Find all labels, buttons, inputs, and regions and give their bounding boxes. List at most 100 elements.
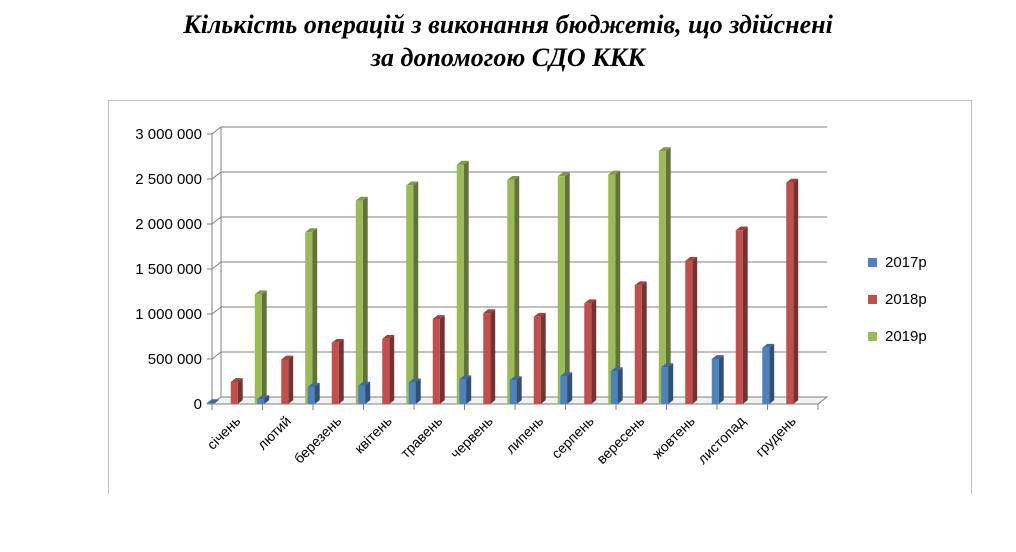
x-tick-label: квітень: [351, 413, 395, 457]
bar-top: [305, 228, 318, 233]
legend-item-2017: 2017р: [868, 244, 927, 281]
bar-top: [406, 181, 419, 186]
x-tick-label: серпень: [548, 413, 597, 462]
bar-side: [692, 257, 698, 404]
bar-top: [355, 196, 368, 201]
bar-top: [382, 334, 395, 339]
legend-item-2019: 2019р: [868, 318, 927, 355]
bar: [507, 179, 515, 404]
gridline-depth: [211, 306, 222, 315]
bar-top: [533, 312, 546, 317]
bar: [307, 386, 315, 404]
y-tick-label: 3 000 000: [135, 126, 202, 143]
legend-swatch-2017: [868, 258, 877, 267]
legend: 2017р 2018р 2019р: [868, 244, 927, 355]
x-tick-label: січень: [204, 413, 244, 453]
bar: [786, 182, 794, 404]
bar: [762, 347, 770, 404]
bar-side: [466, 375, 472, 404]
bar-top: [610, 367, 623, 372]
bar: [257, 399, 265, 404]
chart-title-line-2: за допомогою СДО ККК: [370, 43, 646, 72]
y-tick-label: 1 500 000: [135, 261, 202, 278]
bar-top: [661, 363, 674, 368]
legend-swatch-2019: [868, 332, 877, 341]
bar: [459, 379, 467, 404]
bar-top: [560, 372, 573, 377]
bar-side: [769, 343, 775, 404]
bar-side: [314, 383, 320, 404]
bar-top: [254, 290, 267, 295]
bar-top: [762, 343, 775, 348]
x-tick-label: грудень: [752, 413, 799, 460]
bar: [483, 313, 491, 404]
y-tick-label: 0: [194, 396, 202, 413]
bar: [331, 342, 339, 404]
bar: [382, 338, 390, 404]
chart-title: Кількість операцій з виконання бюджетів,…: [0, 8, 1016, 74]
x-tick-label: липень: [502, 413, 546, 457]
chart-frame: [108, 100, 972, 494]
bar: [432, 318, 440, 404]
bar: [610, 371, 618, 404]
bar-side: [362, 196, 368, 404]
bar-side: [567, 372, 573, 404]
bar: [735, 230, 743, 404]
bar-side: [288, 355, 294, 404]
gridline-depth: [211, 216, 222, 225]
bar: [658, 151, 666, 404]
bar-top: [685, 257, 698, 261]
bar: [254, 294, 262, 404]
bar-top: [307, 383, 320, 387]
bar: [408, 382, 416, 404]
bar-side: [665, 147, 671, 404]
bar: [557, 176, 565, 404]
legend-item-2018: 2018р: [868, 281, 927, 318]
bar-side: [261, 290, 267, 404]
bar-top: [206, 399, 219, 404]
bar-side: [641, 281, 647, 404]
x-tick-label: листопад: [694, 413, 748, 467]
bar-side: [718, 355, 724, 404]
bar: [206, 403, 214, 404]
bar-side: [439, 315, 445, 404]
bar-side: [516, 376, 522, 404]
bar-side: [564, 172, 570, 404]
bar-top: [483, 309, 496, 314]
bar: [355, 200, 363, 404]
gridline-depth: [211, 171, 222, 180]
bar: [305, 232, 313, 404]
bar: [608, 174, 616, 404]
x-tick-label: лютий: [254, 413, 294, 453]
bar-side: [237, 378, 243, 404]
y-tick-label: 2 000 000: [135, 216, 202, 233]
bar-side: [617, 367, 623, 404]
y-tick-label: 500 000: [148, 351, 202, 368]
bar-side: [793, 178, 799, 404]
bar-side: [490, 309, 496, 404]
bar: [634, 285, 642, 404]
bar: [406, 185, 414, 404]
gridline-depth: [211, 261, 222, 270]
x-tick-label: червень: [447, 413, 496, 462]
legend-label-2019: 2019р: [885, 328, 927, 345]
gridline-depth: [211, 126, 222, 135]
x-tick-label: жовтень: [649, 413, 698, 462]
bar: [560, 376, 568, 404]
bar-side: [668, 363, 674, 404]
bar-side: [365, 381, 371, 404]
bar-top: [658, 147, 671, 152]
x-tick-label: березень: [291, 413, 345, 467]
y-tick-label: 2 500 000: [135, 171, 202, 188]
bar-side: [312, 228, 318, 404]
bar: [230, 381, 238, 404]
bar-side: [264, 395, 270, 404]
bar-top: [634, 281, 647, 286]
bar-top: [608, 170, 621, 175]
bar-side: [463, 160, 469, 404]
bar-top: [735, 226, 748, 231]
bar-side: [540, 312, 546, 404]
bar-top: [281, 355, 294, 360]
bar-side: [338, 338, 344, 404]
